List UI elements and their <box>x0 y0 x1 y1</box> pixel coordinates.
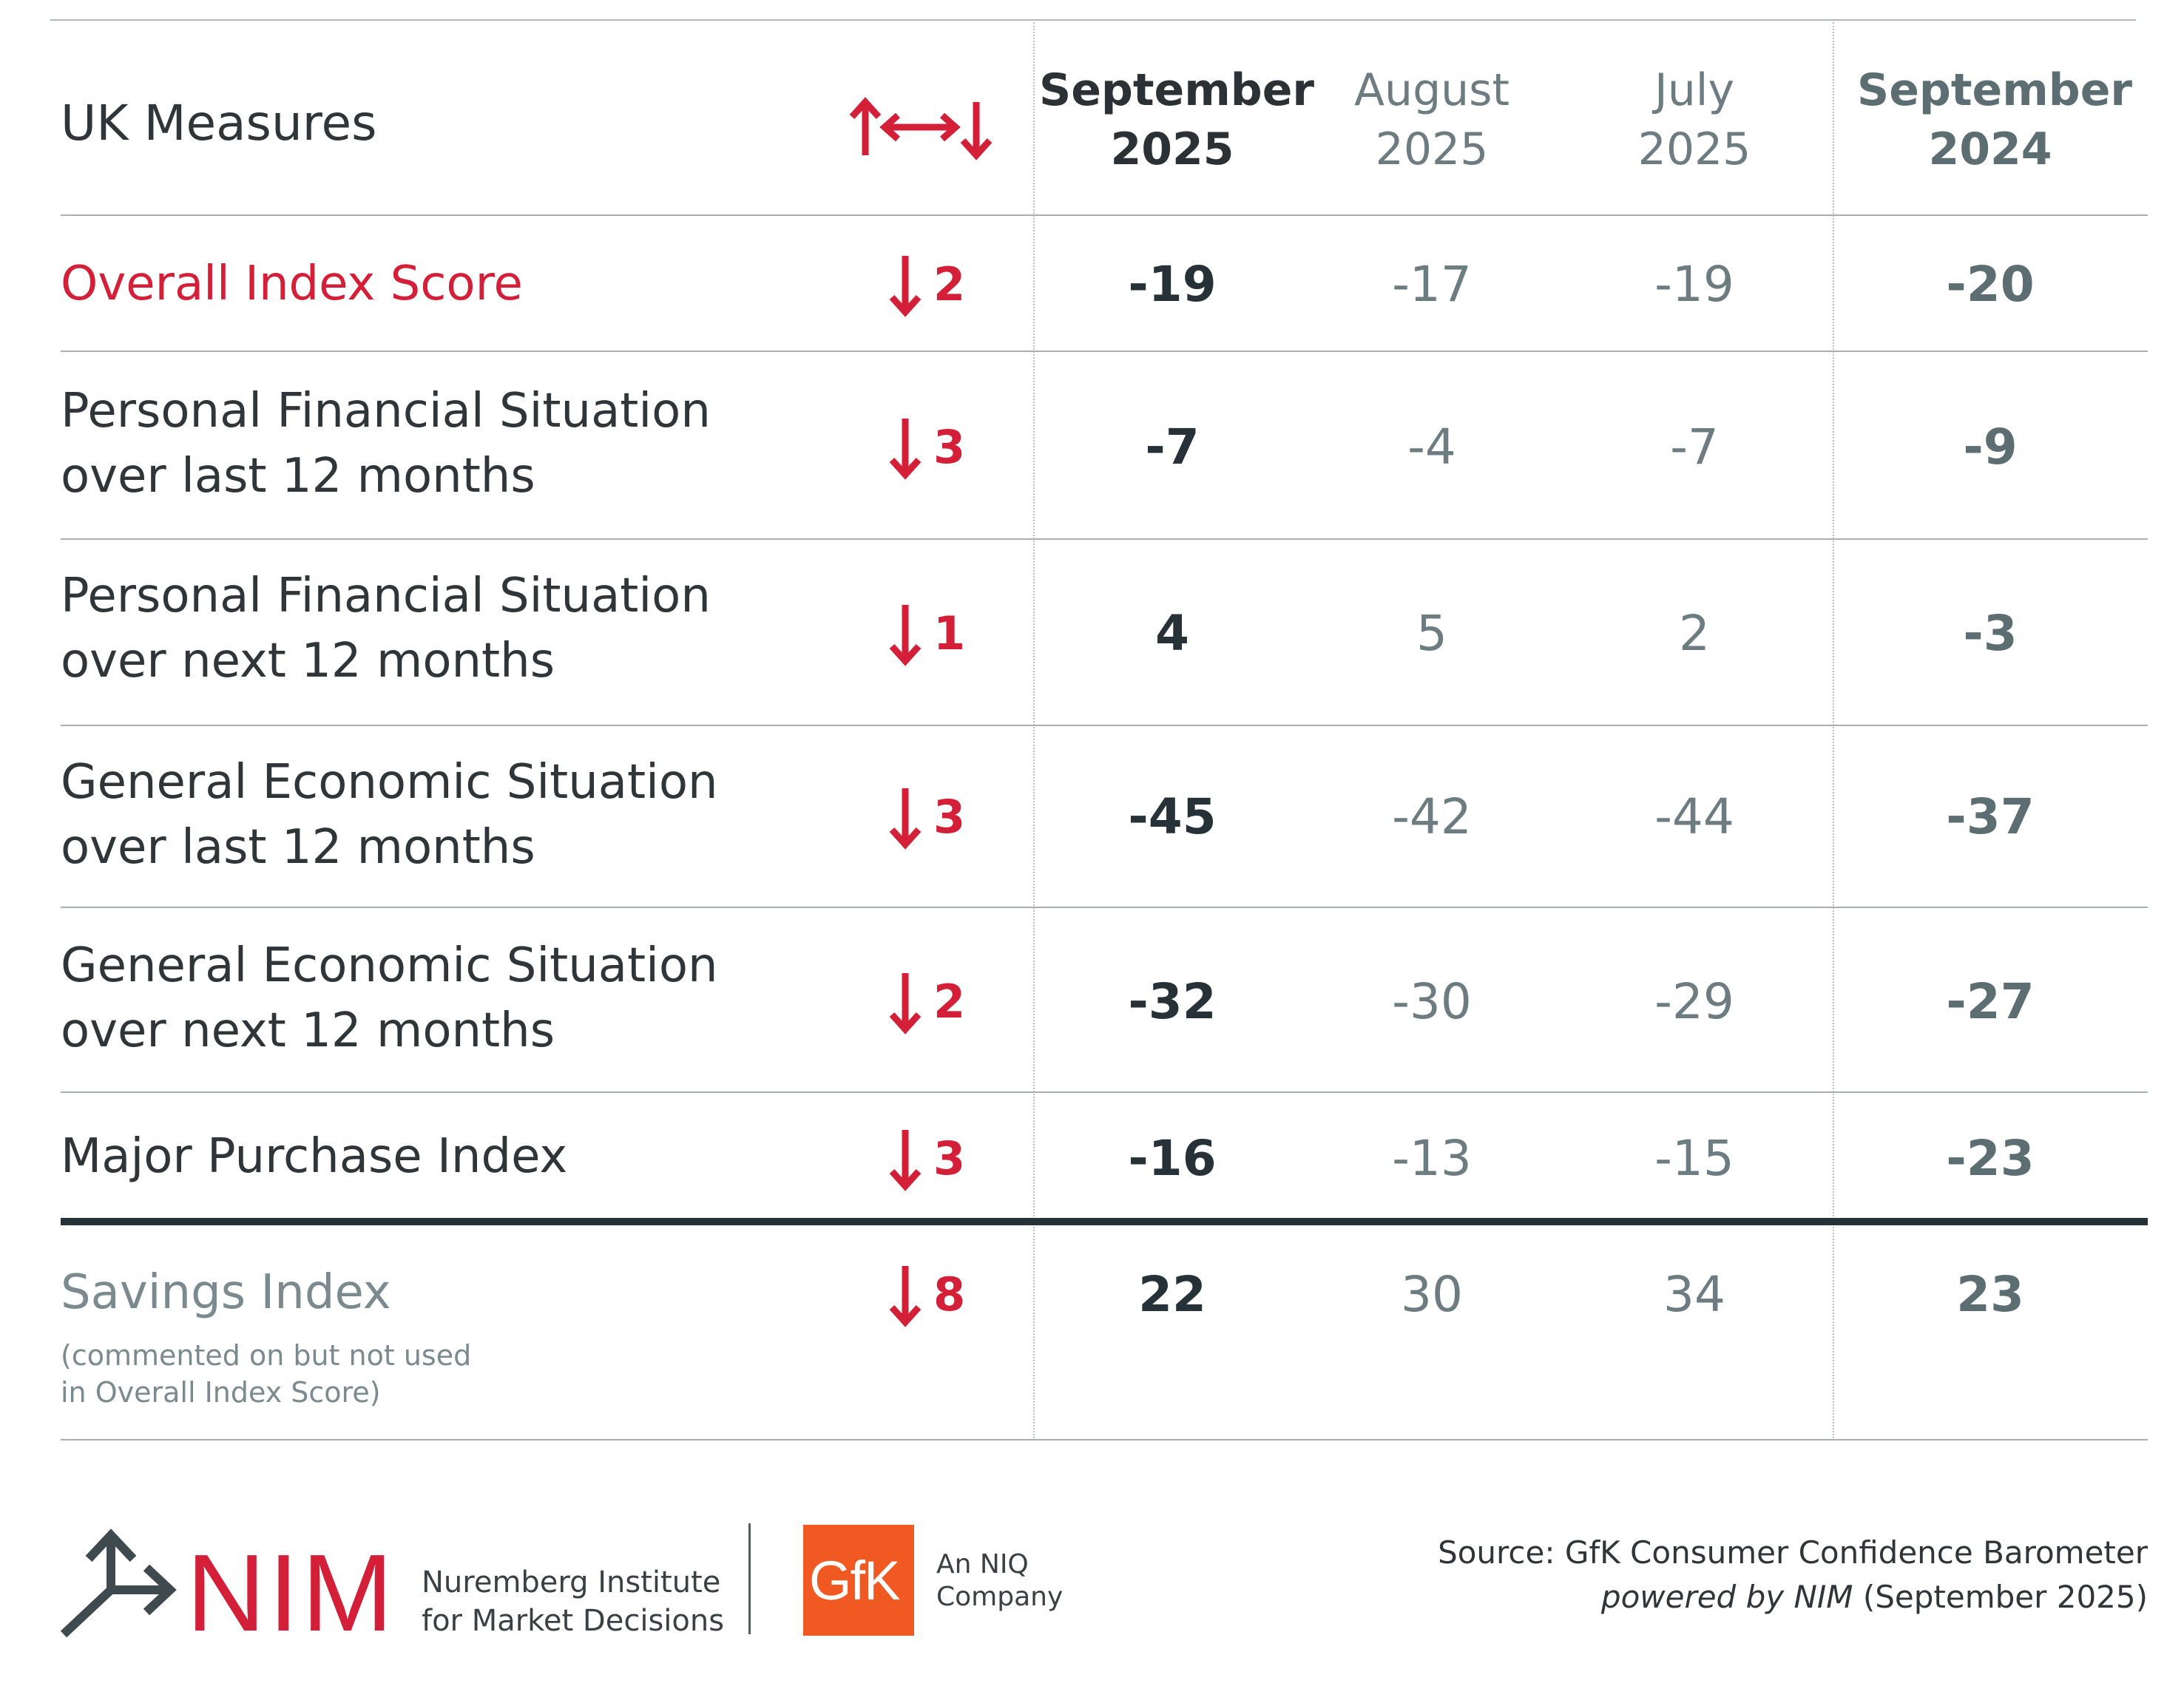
value-sep-2024: -27 <box>1946 973 2035 1030</box>
change-value: 8 <box>933 1267 966 1321</box>
change-value: 3 <box>933 420 966 474</box>
header-divider <box>61 214 2148 216</box>
change-indicator: 3 <box>885 1125 1003 1192</box>
change-indicator: 3 <box>885 784 1003 850</box>
row-divider <box>61 725 2148 726</box>
value-jul-2025: -19 <box>1654 256 1734 313</box>
change-value: 2 <box>933 975 966 1029</box>
niq-company: An NIQ Company <box>936 1549 1064 1612</box>
down-arrow-icon <box>889 973 922 1035</box>
value-aug-2025: -30 <box>1392 973 1472 1030</box>
section-divider <box>61 1218 2148 1225</box>
change-indicator: 3 <box>885 414 1003 481</box>
nim-arrows-icon <box>60 1528 177 1638</box>
down-arrow-icon <box>889 1130 922 1191</box>
value-sep-2024: 23 <box>1956 1266 2024 1323</box>
change-indicator: 1 <box>885 600 1003 667</box>
change-value: 3 <box>933 790 966 844</box>
bottom-border <box>61 1439 2148 1440</box>
row-label: General Economic Situation over last 12 … <box>61 755 718 875</box>
value-sep-2024: -3 <box>1963 605 2018 662</box>
value-jul-2025: -7 <box>1670 419 1719 475</box>
row-note: (commented on but not used in Overall In… <box>61 1339 472 1409</box>
value-sep-2025: -19 <box>1128 256 1217 313</box>
value-sep-2025: -32 <box>1128 973 1217 1030</box>
down-arrow-icon <box>889 256 922 317</box>
source-note: Source: GfK Consumer Confidence Baromete… <box>1438 1534 2148 1615</box>
value-sep-2025: 22 <box>1138 1266 1206 1323</box>
change-value: 2 <box>933 257 966 311</box>
value-sep-2025: -7 <box>1145 419 1200 475</box>
value-aug-2025: -42 <box>1392 788 1472 845</box>
table-title: UK Measures <box>61 95 377 152</box>
gfk-logo-text: GfK <box>809 1550 900 1611</box>
value-jul-2025: -15 <box>1654 1130 1734 1187</box>
value-sep-2024: -9 <box>1963 419 2018 475</box>
row-divider <box>61 907 2148 908</box>
value-sep-2025: 4 <box>1155 605 1189 662</box>
value-sep-2025: -16 <box>1128 1130 1217 1187</box>
value-jul-2025: -29 <box>1654 973 1734 1030</box>
column-header-sep-2024: September 2024 <box>1857 64 2132 175</box>
value-sep-2024: -23 <box>1946 1130 2035 1187</box>
column-divider <box>1833 22 1834 1438</box>
down-arrow-icon <box>889 605 922 666</box>
nim-logo-text: NIM <box>186 1532 396 1654</box>
down-arrow-icon <box>889 419 922 480</box>
value-sep-2024: -37 <box>1946 788 2035 845</box>
row-label: General Economic Situation over next 12 … <box>61 938 718 1058</box>
source-powered-by: powered by NIM <box>1600 1579 1853 1615</box>
value-sep-2024: -20 <box>1946 256 2035 313</box>
change-indicator: 8 <box>885 1262 1003 1328</box>
change-value: 3 <box>933 1131 966 1185</box>
row-divider <box>61 1091 2148 1093</box>
logo-separator <box>748 1523 751 1634</box>
row-label: Overall Index Score <box>61 257 523 311</box>
value-aug-2025: -4 <box>1407 419 1456 475</box>
row-label: Major Purchase Index <box>61 1129 568 1184</box>
row-divider <box>61 351 2148 352</box>
column-divider <box>1033 22 1035 1438</box>
column-header-sep-2025: September 2025 <box>1039 64 1314 175</box>
down-arrow-icon <box>889 788 922 850</box>
column-header-jul-2025: July 2025 <box>1637 64 1751 175</box>
column-header-aug-2025: August 2025 <box>1354 64 1509 175</box>
value-aug-2025: -13 <box>1392 1130 1472 1187</box>
down-arrow-icon <box>889 1266 922 1327</box>
value-jul-2025: 2 <box>1679 605 1710 662</box>
row-label: Personal Financial Situation over last 1… <box>61 384 711 504</box>
row-label: Savings Index <box>61 1265 391 1320</box>
value-jul-2025: -44 <box>1654 788 1734 845</box>
value-aug-2025: 30 <box>1401 1266 1463 1323</box>
top-border <box>50 19 2136 21</box>
change-indicator: 2 <box>885 969 1003 1035</box>
nim-name: Nuremberg Institute for Market Decisions <box>422 1565 725 1638</box>
value-jul-2025: 34 <box>1663 1266 1725 1323</box>
row-label: Personal Financial Situation over next 1… <box>61 569 711 688</box>
value-aug-2025: 5 <box>1416 605 1447 662</box>
gfk-logo: GfK <box>803 1525 914 1636</box>
up-down-both-arrows-icon <box>849 97 993 160</box>
value-aug-2025: -17 <box>1392 256 1472 313</box>
change-value: 1 <box>933 606 966 660</box>
change-indicator: 2 <box>885 251 1003 318</box>
row-divider <box>61 538 2148 540</box>
value-sep-2025: -45 <box>1128 788 1217 845</box>
source-date: (September 2025) <box>1853 1579 2148 1615</box>
